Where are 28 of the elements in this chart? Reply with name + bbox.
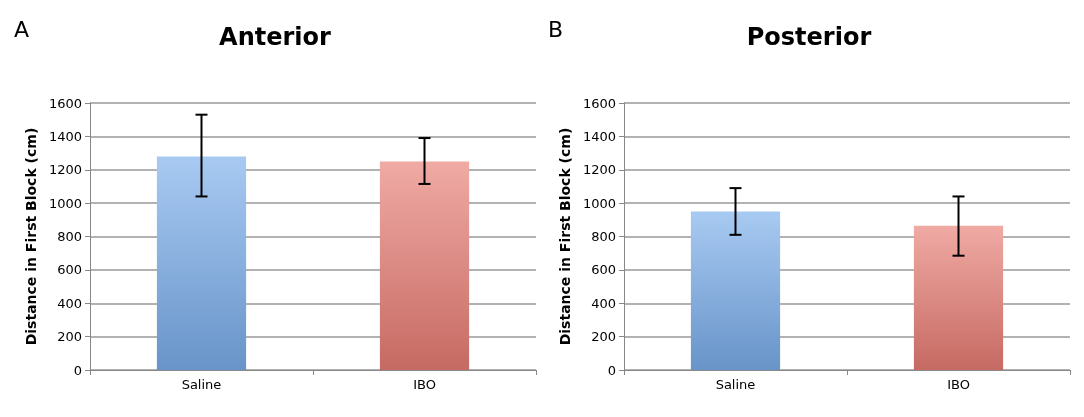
- y-tick-label: 600: [591, 262, 616, 278]
- y-tick-label: 1400: [48, 128, 82, 144]
- y-tick-label: 400: [57, 295, 82, 311]
- y-tick-label: 1400: [582, 128, 616, 144]
- y-tick-label: 800: [591, 229, 616, 244]
- y-tick-label: 1200: [582, 162, 616, 178]
- y-axis-title: Distance in First Block (cm): [23, 127, 40, 346]
- y-tick-label: 200: [591, 329, 616, 345]
- y-tick-label: 800: [57, 229, 82, 244]
- x-tick-label: Saline: [181, 377, 222, 392]
- y-tick-label: 200: [57, 329, 82, 345]
- y-tick-label: 1200: [48, 162, 82, 178]
- y-tick-label: 400: [591, 295, 616, 311]
- x-tick-label: Saline: [715, 377, 756, 392]
- x-tick-label: IBO: [413, 377, 436, 392]
- text: B: [548, 16, 564, 42]
- text: A: [14, 16, 30, 42]
- y-tick-label: 1600: [582, 95, 616, 111]
- y-tick-label: 1000: [582, 195, 616, 211]
- chart-title: Posterior: [746, 23, 872, 51]
- y-tick-label: 0: [73, 362, 82, 378]
- x-tick-label: IBO: [947, 377, 970, 392]
- y-tick-label: 600: [57, 262, 82, 278]
- y-tick-label: 0: [607, 362, 616, 378]
- chart-title: Anterior: [219, 23, 332, 51]
- y-tick-label: 1600: [48, 95, 82, 111]
- y-tick-label: 1000: [48, 195, 82, 211]
- y-axis-title: Distance in First Block (cm): [557, 127, 574, 346]
